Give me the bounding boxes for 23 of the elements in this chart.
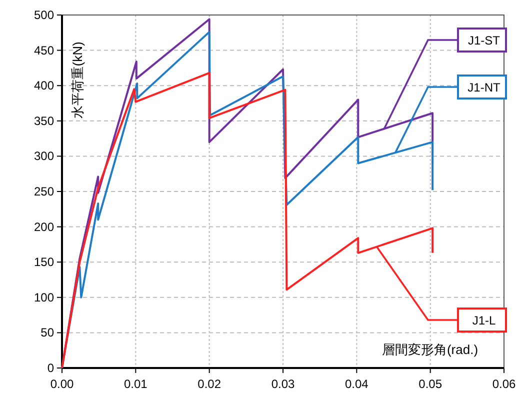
x-tick-label: 0.06	[492, 377, 516, 391]
y-tick-label: 0	[47, 361, 54, 375]
y-tick-label: 200	[34, 220, 54, 234]
x-tick-label: 0.05	[418, 377, 442, 391]
y-tick-label: 450	[34, 43, 54, 58]
y-tick-label: 300	[34, 149, 54, 164]
y-tick-label: 500	[34, 8, 54, 22]
x-tick-label: 0.02	[198, 377, 222, 391]
x-tick-label: 0.00	[50, 377, 74, 391]
x-tick-label: 0.04	[344, 377, 369, 391]
y-axis-title: 水平荷重(kN)	[70, 42, 85, 118]
y-tick-label: 350	[34, 114, 54, 128]
x-tick-label: 0.03	[271, 377, 295, 391]
y-tick-label: 400	[34, 78, 54, 93]
text: J1-NT	[468, 80, 501, 94]
y-tick-label: 50	[40, 326, 54, 340]
y-tick-label: 250	[34, 184, 54, 198]
y-tick-label: 100	[34, 290, 54, 304]
x-axis-title: 層間変形角(rad.)	[382, 342, 478, 357]
text: J1-L	[472, 314, 496, 328]
x-tick-label: 0.01	[124, 377, 148, 391]
y-tick-label: 150	[34, 255, 54, 270]
text: J1-ST	[468, 34, 501, 48]
